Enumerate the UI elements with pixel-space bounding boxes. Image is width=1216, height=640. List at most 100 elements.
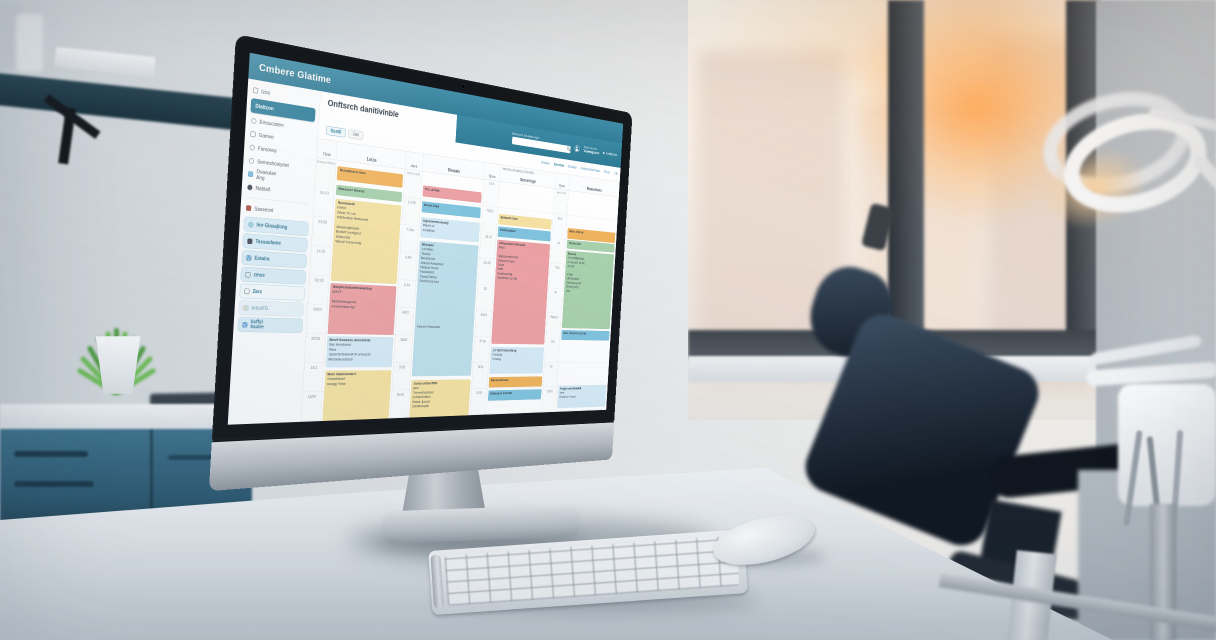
toolbar-link[interactable]: Kvtsy trwtssl wrw bbox=[580, 166, 601, 173]
toolbar-link[interactable]: L/B bbox=[613, 171, 618, 176]
appointment-text: Wss Cstssff ss1E ffu bbox=[563, 331, 587, 336]
sidebar-item-bsffsl[interactable]: bsffsl ksulre bbox=[237, 317, 304, 333]
toolbar-link[interactable]: Drssde bbox=[568, 164, 577, 170]
user-icon[interactable] bbox=[574, 144, 580, 153]
appointment-text: ssvsgy 'Krlse bbox=[326, 381, 346, 386]
appointment-block[interactable]: Wss Cstssff ss1E ffu bbox=[561, 329, 610, 341]
appointment-block[interactable]: Wety/Frobsbsfrfeaswrbsp gebr'9 BEfswrhswy… bbox=[327, 283, 397, 335]
panel-icon bbox=[250, 131, 256, 138]
time-cell: 2x55 bbox=[546, 388, 553, 394]
main-panel: Bonesrch bouatssk appt Tsfser ssswf bbox=[301, 91, 624, 425]
time-cell: 5944 bbox=[480, 312, 487, 317]
appointment-text: wfsssbsr Tssssl bbox=[559, 394, 576, 399]
sidebar-item-label: Gamve bbox=[258, 132, 274, 141]
chevron-down-icon[interactable]: ⌄ bbox=[619, 199, 624, 208]
appointment-block[interactable]: Bssssfssfssst bbox=[488, 376, 543, 388]
appointment-text: Bssssfssfssst bbox=[490, 378, 509, 383]
appointment-block[interactable]: Lrf Ssftfrfssfssfssg Fsssssg 9'dssrg bbox=[489, 347, 544, 374]
sidebar-item-label: Imr Glasajlong bbox=[256, 222, 288, 231]
canister bbox=[16, 14, 43, 72]
time-cell: 3844 bbox=[400, 337, 408, 342]
time-cell: TSd bbox=[554, 265, 560, 270]
sidebar-item-label: Tassaufame bbox=[255, 238, 282, 246]
appointment-text: Ofsrfdrssqsft bbox=[412, 403, 429, 409]
appointment-block[interactable]: Bsvses Jrd Wsbfbsffses wr Asessh ds Dg drs-… bbox=[561, 250, 615, 330]
globe-icon bbox=[247, 184, 253, 191]
appointment-block[interactable]: Fssjsf ssw Fjssbbb sfrvr wfsssbsr Tssssl bbox=[557, 384, 607, 409]
time-cell: 34-13 bbox=[319, 189, 330, 196]
appointment-block[interactable]: Wurspss .ub Wser- Tbzsss Bsrswd-ser Jbssyrf … bbox=[411, 240, 479, 377]
time-cell: 15/97 bbox=[307, 394, 317, 400]
time-cell: wrru/ mzu bbox=[556, 191, 567, 196]
sidebar-item-label: Sassesnl bbox=[254, 205, 274, 214]
keyboard-keys bbox=[444, 535, 740, 606]
sidebar-item-tassaufame[interactable]: Tassaufame bbox=[242, 233, 308, 253]
appointment-block[interactable]: Besrf Gswsdsu Gm/stefrds Bas Hessfseed Wle… bbox=[325, 336, 394, 368]
archive-icon bbox=[245, 205, 252, 212]
appointment-block[interactable]: Kgrwswrutrssestly Wasrh uf svsddbzs bbox=[420, 217, 480, 243]
appointment-text: Prs. Arfsat bbox=[424, 186, 440, 193]
appointment-block[interactable]: Bsssf Arps bbox=[421, 201, 481, 219]
time-cell: Fizmw/ Wresh bbox=[316, 160, 336, 166]
time-cell: 43:-5 bbox=[485, 234, 492, 240]
toolbar-link[interactable]: Tezsr bbox=[603, 169, 611, 175]
toolbar-link[interactable]: Iznstze bbox=[540, 160, 550, 166]
tiles-icon bbox=[242, 321, 248, 328]
time-cell: 3:83 bbox=[398, 364, 406, 370]
appointment-block[interactable]: Prs. Arfsat bbox=[422, 185, 482, 204]
sidebar-item-zars[interactable]: Zars bbox=[239, 283, 305, 301]
appointment-block[interactable]: Mser Gastesrvberl Grszelbsswf ssvsgy 'Krls… bbox=[321, 370, 392, 425]
time-cell: 3/6 bbox=[550, 339, 555, 344]
badge-icon bbox=[248, 221, 254, 228]
column-header-jars: Jars bbox=[405, 151, 424, 172]
appointment-text: Bztssufs Ssst bbox=[500, 215, 518, 221]
appointment-text: Bexsaburns rbvs bbox=[339, 167, 366, 176]
screen-icon bbox=[247, 238, 253, 244]
appointment-text: Bsssf Arps bbox=[424, 202, 440, 209]
time-cell: -4 rrg bbox=[478, 338, 486, 343]
time-cell: 73/12 bbox=[486, 208, 494, 214]
sidebar-item-label: Dialtzon bbox=[255, 102, 274, 112]
document-icon bbox=[252, 87, 259, 94]
webcam-icon bbox=[461, 84, 465, 89]
chat-icon bbox=[245, 271, 251, 278]
status-badge: Arsslssrlss bbox=[605, 151, 618, 157]
appointment-block[interactable]: Wsfsssss 3-fs4fsf bbox=[487, 389, 542, 401]
appointment-block[interactable]: Jssvs urOssrlfTU gsvr TrtvmsFssrtssrd lurSs… bbox=[408, 379, 471, 425]
sidebar-item-label: Dvanulan Ang bbox=[255, 168, 277, 182]
time-cell: 7:34s bbox=[406, 227, 415, 233]
sidebar-item-estaira[interactable]: Estaira bbox=[241, 249, 307, 269]
sidebar-item-intssfg[interactable]: IntssFG bbox=[238, 300, 305, 317]
column-header-tizw: Tizw bbox=[316, 138, 338, 160]
time-cell: 4x03 bbox=[401, 309, 409, 315]
time-cell: W bbox=[549, 364, 553, 369]
time-cell: 4974/ 1031 bbox=[406, 171, 421, 177]
calendar-icon bbox=[247, 171, 254, 178]
clock-icon bbox=[249, 144, 255, 151]
search-icon bbox=[251, 117, 257, 125]
drawer-handle bbox=[14, 481, 94, 487]
sidebar-item-label: Emsucisten bbox=[259, 118, 284, 129]
cabinet-seam bbox=[150, 429, 153, 525]
tab-jan[interactable]: Jan bbox=[347, 128, 364, 140]
clipboard-icon bbox=[244, 288, 250, 294]
view-tabs: Itsatli Jan bbox=[325, 125, 364, 140]
appointment-block[interactable]: Bexsaburns rbvs bbox=[336, 166, 404, 188]
sidebar-item-label: Nablañ bbox=[255, 185, 271, 193]
appointment-block[interactable]: Nsusewsdi retrtuf Wlesr TV vre Kishtudfner … bbox=[330, 198, 402, 285]
grid-icon bbox=[246, 254, 252, 261]
sidebar-item-zmss[interactable]: zmss bbox=[240, 266, 306, 285]
canister bbox=[0, 4, 20, 68]
appointment-block[interactable]: uFfssssswrsf Fsssrts Ebss Wgsssssswrf ssd… bbox=[491, 239, 551, 345]
plant-pot bbox=[95, 336, 141, 394]
time-cell: 3r3y bbox=[477, 364, 484, 369]
window bbox=[688, 0, 1108, 420]
palette-icon bbox=[243, 305, 249, 311]
time-cell: 53Gf bbox=[488, 182, 495, 186]
toolbar-link[interactable]: Tprvtew bbox=[553, 162, 565, 168]
time-cell: 15:1 bbox=[310, 365, 318, 370]
appointment-text: Mtsrddwusdfssdl bbox=[328, 356, 353, 362]
tab-itsatli[interactable]: Itsatli bbox=[325, 125, 346, 138]
schedule-grid: ImsGlizey/Ivebss (20wsth) Tizw Leiza Jars R… bbox=[301, 138, 624, 425]
